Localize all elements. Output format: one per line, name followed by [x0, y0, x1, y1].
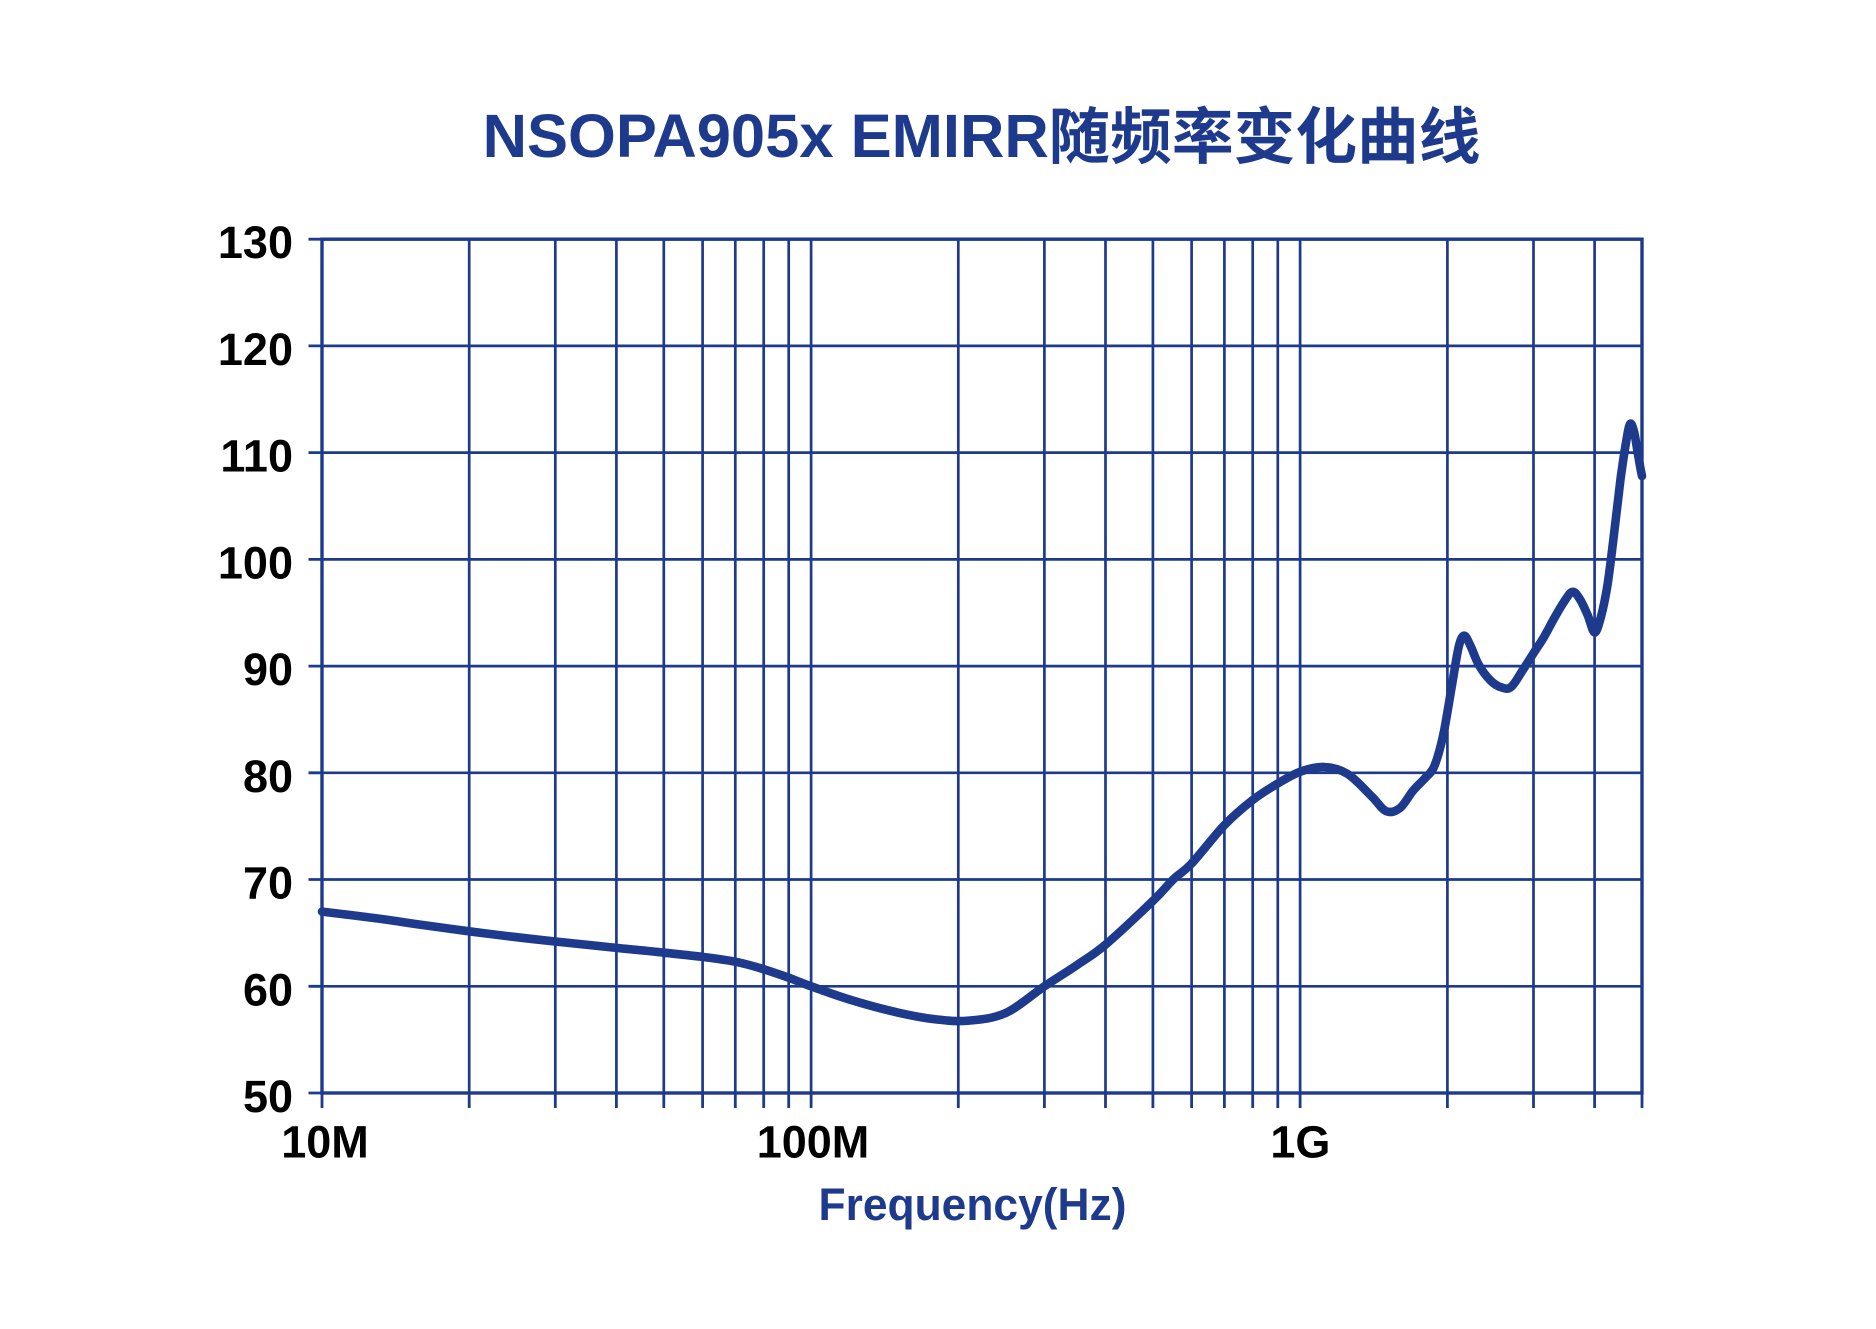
svg-text:80: 80 [243, 751, 293, 802]
svg-text:Frequency(Hz): Frequency(Hz) [819, 1179, 1127, 1230]
svg-text:90: 90 [243, 644, 293, 695]
svg-text:100: 100 [218, 537, 293, 588]
svg-text:NSOPA905x EMIRR: NSOPA905x EMIRR [483, 102, 1049, 171]
svg-text:70: 70 [243, 858, 293, 909]
svg-text:1G: 1G [1270, 1117, 1330, 1168]
svg-text:60: 60 [243, 964, 293, 1015]
svg-text:110: 110 [220, 431, 293, 482]
svg-text:10M: 10M [281, 1117, 369, 1168]
svg-text:100M: 100M [757, 1117, 870, 1168]
svg-text:120: 120 [218, 324, 293, 375]
svg-text:50: 50 [243, 1071, 293, 1122]
svg-text:130: 130 [218, 217, 293, 268]
